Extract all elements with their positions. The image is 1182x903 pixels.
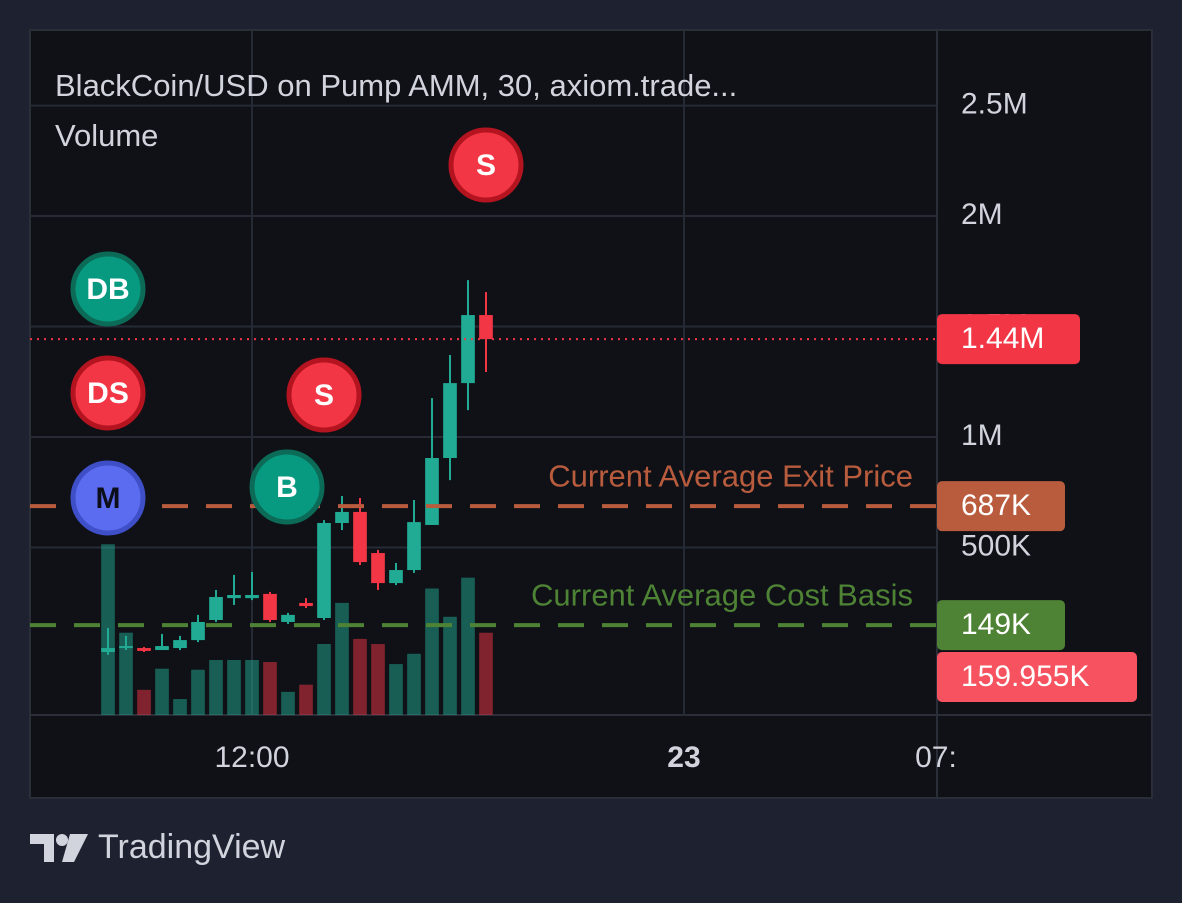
trade-marker-label: DB <box>86 273 129 306</box>
price-line-badge-label: 149K <box>961 608 1031 641</box>
candle-body <box>353 511 367 563</box>
y-tick-label: 2M <box>961 198 1003 231</box>
tradingview-logo <box>30 834 88 862</box>
grid <box>30 30 937 715</box>
volume-bar <box>317 644 331 715</box>
volume-bar <box>191 669 205 715</box>
x-tick-label: 23 <box>667 741 700 774</box>
candle-body <box>155 646 169 651</box>
trade-marker-label: S <box>314 379 334 412</box>
volume-bar <box>137 689 151 715</box>
candle-body <box>137 648 151 651</box>
volume-bar <box>209 659 223 715</box>
volume-bar <box>353 638 367 715</box>
volume-bar <box>443 616 457 715</box>
volume-bar <box>407 653 421 715</box>
volume-bar <box>227 659 241 715</box>
plot: Current Average Exit Price Current Averag… <box>30 280 937 715</box>
candle-body <box>191 621 205 641</box>
axes: 500K1M1.5M2M2.5M12:002307:687K149K1.44M1… <box>214 87 1137 774</box>
volume-bar <box>389 664 403 715</box>
volume-bar <box>461 577 475 715</box>
trade-marker <box>70 251 146 327</box>
trade-marker-label: DS <box>87 377 129 410</box>
volume-bar <box>299 684 313 715</box>
x-tick-label: 12:00 <box>214 741 289 774</box>
candle-body <box>101 648 115 653</box>
volume-bar <box>263 662 277 715</box>
volume-bar <box>479 632 493 715</box>
candle-body <box>425 458 439 525</box>
trade-marker-label: B <box>276 471 298 504</box>
candle-body <box>443 383 457 459</box>
volume-bar <box>335 602 349 715</box>
last-volume-label: 159.955K <box>961 660 1089 693</box>
y-tick-label: 1M <box>961 419 1003 452</box>
candle-body <box>209 597 223 620</box>
candle-body <box>245 595 259 599</box>
trade-marker-label: M <box>96 482 121 515</box>
price-line-badge <box>937 481 1065 532</box>
footer-brand: TradingView <box>98 828 286 866</box>
candle-body <box>263 593 277 620</box>
last-price-badge <box>937 314 1080 365</box>
candle-body <box>317 522 331 618</box>
chart-title: BlackCoin/USD on Pump AMM, 30, axiom.tra… <box>55 68 737 103</box>
candle-body <box>227 595 241 599</box>
candle-body <box>407 522 421 571</box>
volume-bar <box>245 659 259 715</box>
candle-body <box>299 602 313 607</box>
trade-marker <box>448 127 524 203</box>
candle-body <box>371 553 385 584</box>
candle-body <box>281 614 295 622</box>
volume-legend: Volume <box>55 118 158 153</box>
last-price-label: 1.44M <box>961 322 1044 355</box>
trade-marker <box>249 449 325 525</box>
y-tick-label: 500K <box>961 529 1031 562</box>
volume-bar <box>371 644 385 715</box>
trade-marker <box>70 355 146 431</box>
trade-marker-label: S <box>476 149 496 182</box>
y-tick-label: 2.5M <box>961 87 1028 120</box>
volume-bar <box>173 699 187 715</box>
price-line-badge-label: 687K <box>961 489 1031 522</box>
price-line-label: Current Average Exit Price <box>548 458 913 493</box>
volume-bar <box>281 691 295 715</box>
last-volume-badge <box>937 652 1137 702</box>
volume-bar <box>155 668 169 715</box>
x-tick-label: 07: <box>915 741 957 774</box>
candle-body <box>335 511 349 523</box>
candle-body <box>479 315 493 340</box>
volume-bar <box>425 588 439 715</box>
volume-bar <box>119 632 133 715</box>
trade-marker <box>70 460 146 536</box>
candle-body <box>173 640 187 649</box>
price-line-badge <box>937 600 1065 651</box>
candle-body <box>389 570 403 584</box>
candle-body <box>119 646 133 649</box>
candle-body <box>461 315 475 384</box>
trade-marker <box>286 357 362 433</box>
price-line-label: Current Average Cost Basis <box>531 577 913 612</box>
